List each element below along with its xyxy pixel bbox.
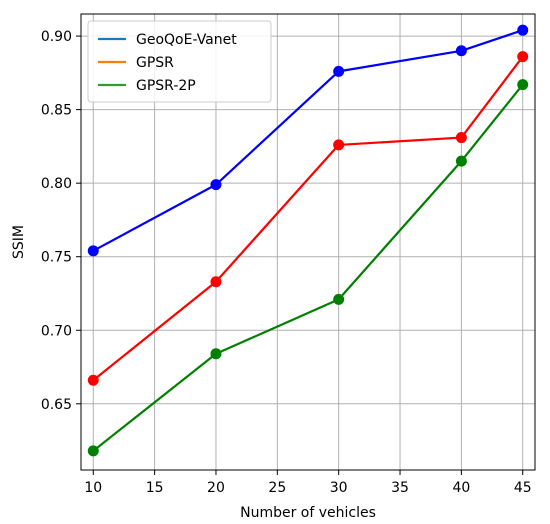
x-tick-label: 35	[391, 480, 409, 496]
legend-box	[87, 20, 272, 103]
y-tick-label: 0.70	[41, 323, 72, 339]
data-point-geoqoe-vanet	[87, 245, 99, 257]
data-point-gpsr	[517, 51, 529, 63]
y-tick-label: 0.80	[41, 176, 72, 192]
y-tick-label: 0.65	[41, 397, 72, 413]
series-line-gpsr	[92, 55, 524, 382]
grid	[81, 14, 535, 470]
data-point-gpsr	[455, 132, 467, 144]
series-gpsr-2p	[87, 79, 529, 457]
data-point-gpsr-2p	[210, 348, 222, 360]
data-point-gpsr-2p	[455, 155, 467, 167]
data-point-geoqoe-vanet	[455, 45, 467, 57]
y-tick-label: 0.75	[41, 250, 72, 266]
x-tick-label: 10	[84, 480, 102, 496]
legend-label: GeoQoE-Vanet	[136, 32, 237, 48]
y-axis-label: SSIM	[11, 225, 27, 259]
data-point-geoqoe-vanet	[210, 179, 222, 191]
y-tick-label: 0.90	[41, 29, 72, 45]
data-point-gpsr	[333, 139, 345, 151]
x-tick-label: 25	[268, 480, 286, 496]
legend: GeoQoE-Vanet GPSR GPSR-2P	[87, 20, 272, 103]
plot-frame	[80, 13, 536, 471]
data-point-gpsr	[210, 276, 222, 288]
x-tick-label: 45	[514, 480, 532, 496]
data-point-gpsr-2p	[517, 79, 529, 91]
legend-label: GPSR	[136, 55, 174, 71]
x-axis-label: Number of vehicles	[240, 505, 376, 521]
series-geoqoe-vanet	[87, 24, 529, 257]
data-point-gpsr-2p	[87, 445, 99, 457]
legend-label: GPSR-2P	[136, 78, 196, 94]
x-tick-label: 20	[207, 480, 225, 496]
data-point-gpsr	[87, 374, 99, 386]
x-tick-label: 30	[330, 480, 348, 496]
data-point-geoqoe-vanet	[517, 24, 529, 36]
x-tick-label: 40	[452, 480, 470, 496]
x-tick-label: 15	[146, 480, 164, 496]
y-tick-label: 0.85	[41, 103, 72, 119]
series-gpsr	[87, 51, 529, 386]
axis-ticks: 10 15 20 25 30 35 40 45 0.65 0.70 0.75 0.80 0.85 0.90	[41, 29, 532, 496]
data-point-geoqoe-vanet	[333, 65, 345, 77]
series-layer	[87, 24, 529, 457]
data-point-gpsr-2p	[333, 293, 345, 305]
